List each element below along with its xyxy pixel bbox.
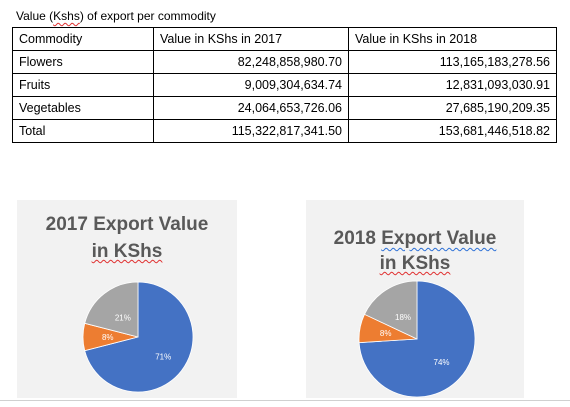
header-value-2018: Value in KShs in 2018 <box>348 27 557 51</box>
cell-value-2017: 9,009,304,634.74 <box>153 73 349 97</box>
pie-2017: 71% 8% 21% <box>82 281 194 393</box>
cell-value-2018: 113,165,183,278.56 <box>348 50 557 74</box>
cell-commodity: Fruits <box>12 73 154 97</box>
chart-2017: 2017 Export Value in KShs 71% 8% 21% <box>17 200 237 398</box>
pie-slice-label: 8% <box>102 333 114 342</box>
header-commodity: Commodity <box>12 27 154 51</box>
table-row: Fruits 9,009,304,634.74 12,831,093,030.9… <box>12 73 557 97</box>
table-row: Total 115,322,817,341.50 153,681,446,518… <box>12 119 557 143</box>
chart-2018-title-line1: Export Value <box>381 228 497 249</box>
chart-2018: 2018 Export Value in KShs 74% 8% 18% <box>306 200 524 398</box>
pie-2018: 74% 8%18% <box>358 280 476 398</box>
table-header-row: Commodity Value in KShs in 2017 Value in… <box>12 27 557 51</box>
table-row: Flowers 82,248,858,980.70 113,165,183,27… <box>12 50 557 74</box>
cell-value-2018: 27,685,190,209.35 <box>348 96 557 120</box>
pie-slice-label: 8% <box>380 329 392 338</box>
cell-value-2017: 82,248,858,980.70 <box>153 50 349 74</box>
pie-slice-label: 74% <box>434 358 450 367</box>
caption-suffix: ) of export per commodity <box>79 9 216 23</box>
table-row: Vegetables 24,064,653,726.06 27,685,190,… <box>12 96 557 120</box>
cell-value-2018: 153,681,446,518.82 <box>348 119 557 143</box>
cell-commodity: Flowers <box>12 50 154 74</box>
caption-unit: Kshs <box>53 9 80 23</box>
chart-2018-title-line2: in KShs <box>379 253 451 274</box>
pie-slice <box>363 280 418 340</box>
export-table: Commodity Value in KShs in 2017 Value in… <box>12 27 557 143</box>
chart-2017-title-line1: 2017 Export Value <box>45 214 209 235</box>
pie-slice-label: 71% <box>155 353 171 362</box>
cell-value-2017: 115,322,817,341.50 <box>153 119 349 143</box>
divider <box>0 400 570 401</box>
header-value-2017: Value in KShs in 2017 <box>153 27 349 51</box>
cell-value-2017: 24,064,653,726.06 <box>153 96 349 120</box>
pie-slice <box>84 281 139 338</box>
pie-slice <box>84 281 194 393</box>
chart-2017-title-line2: in KShs <box>91 241 163 262</box>
cell-commodity: Vegetables <box>12 96 154 120</box>
table-caption: Value (Kshs) of export per commodity <box>16 8 216 24</box>
chart-2018-title-year: 2018 <box>333 228 382 249</box>
cell-commodity: Total <box>12 119 154 143</box>
pie-slice-label: 21% <box>115 313 131 322</box>
caption-prefix: Value ( <box>16 9 54 23</box>
cell-value-2018: 12,831,093,030.91 <box>348 73 557 97</box>
pie-slice-label: 18% <box>395 313 411 322</box>
